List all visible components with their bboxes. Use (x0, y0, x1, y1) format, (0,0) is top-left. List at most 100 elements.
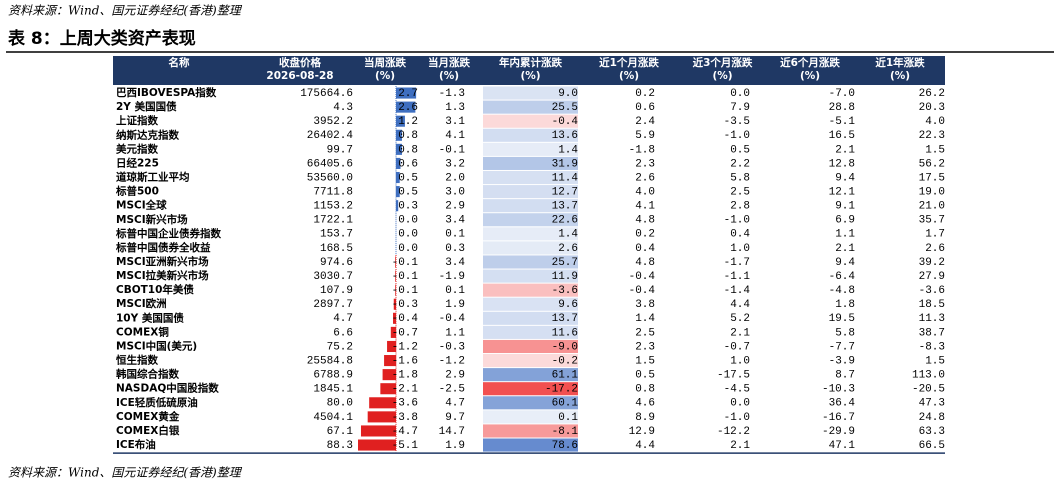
row-name: COMEX白银 (116, 424, 180, 437)
cell-value: 14.7 (439, 426, 465, 438)
cell-value: 99.7 (327, 144, 353, 156)
row-name: COMEX铜 (116, 325, 169, 338)
header-label: 近6个月涨跌 (780, 56, 840, 69)
cell-value: 38.7 (919, 327, 945, 339)
row-name: 恒生指数 (116, 354, 158, 367)
heat-cell (483, 368, 578, 382)
cell-value: 2.6 (925, 243, 945, 255)
row-name: MSCI拉美新兴市场 (116, 269, 209, 282)
cell-value: 26402.4 (307, 130, 354, 142)
cell-value: -1.0 (724, 130, 750, 142)
cell-value: 1845.1 (313, 384, 353, 396)
week-bar (396, 101, 416, 113)
cell-value: 1.4 (635, 313, 655, 325)
cell-value: -16.7 (822, 412, 855, 424)
header-label: (%) (439, 70, 459, 82)
cell-value: 1.4 (558, 229, 578, 241)
cell-value: 3.0 (445, 187, 465, 199)
cell-value: 0.5 (730, 144, 750, 156)
cell-value: 53560.0 (307, 172, 353, 184)
cell-value: 67.1 (327, 426, 354, 438)
cell-value: 12.1 (829, 187, 856, 199)
cell-value: 2897.7 (313, 299, 353, 311)
cell-value: -12.2 (717, 426, 750, 438)
cell-value: 2.0 (445, 172, 465, 184)
cell-value: -4.5 (724, 384, 750, 396)
cell-value: -1.1 (724, 271, 751, 283)
cell-value: -6.4 (829, 271, 856, 283)
cell-value: 4504.1 (313, 412, 353, 424)
cell-value: 5.8 (730, 172, 750, 184)
cell-value: 1.0 (730, 243, 750, 255)
cell-value: -0.1 (439, 144, 466, 156)
heat-cell (483, 142, 578, 156)
cell-value: -0.3 (392, 299, 418, 311)
row-name: 日经225 (116, 156, 159, 169)
heat-cell (483, 185, 578, 199)
cell-value: 19.5 (829, 313, 855, 325)
header-label: 年内累计涨跌 (499, 56, 562, 69)
cell-value: 7711.8 (313, 187, 353, 199)
cell-value: 28.8 (829, 102, 855, 114)
row-name: 10Y 美国国债 (116, 311, 184, 324)
week-bar (390, 326, 396, 338)
cell-value: 2.9 (445, 370, 465, 382)
cell-value: 0.4 (730, 229, 750, 241)
cell-value: -1.4 (724, 285, 751, 297)
cell-value: 5.2 (730, 313, 750, 325)
cell-value: 0.1 (445, 229, 465, 241)
week-bar (380, 383, 396, 395)
cell-value: 11.9 (552, 271, 578, 283)
cell-value: 1.9 (445, 299, 465, 311)
cell-value: 1.2 (398, 116, 418, 128)
cell-value: 4.1 (635, 201, 655, 213)
cell-value: 88.3 (327, 440, 353, 452)
cell-value: 11.6 (552, 327, 578, 339)
cell-value: 107.9 (320, 285, 353, 297)
cell-value: 6.6 (333, 327, 353, 339)
cell-value: -8.3 (919, 341, 945, 353)
heat-cell (483, 354, 578, 368)
cell-value: 3.8 (635, 299, 655, 311)
cell-value: 4.8 (635, 257, 655, 269)
cell-value: -29.9 (822, 426, 855, 438)
cell-value: 11.3 (919, 313, 945, 325)
row-name: 标普500 (115, 185, 159, 198)
header-label: 收盘价格 (279, 56, 321, 69)
cell-value: -1.0 (724, 215, 750, 227)
heat-cell (483, 241, 578, 255)
cell-value: -1.6 (392, 355, 418, 367)
cell-value: 2.6 (398, 102, 418, 114)
cell-value: 9.1 (835, 201, 855, 213)
cell-value: -1.8 (629, 144, 655, 156)
cell-value: -0.1 (392, 271, 419, 283)
cell-value: 1.4 (558, 144, 578, 156)
heat-cell (483, 199, 578, 213)
week-bar (396, 87, 417, 99)
cell-value: 0.3 (398, 201, 418, 213)
week-bar (369, 397, 396, 409)
cell-value: 0.5 (398, 172, 418, 184)
cell-value: 9.0 (558, 88, 578, 100)
cell-value: -4.8 (829, 285, 855, 297)
cell-value: 8.7 (835, 370, 855, 382)
cell-value: 1.5 (925, 144, 945, 156)
cell-value: 12.8 (829, 158, 855, 170)
cell-value: 9.4 (835, 257, 855, 269)
row-name: 巴西IBOVESPA指数 (116, 86, 217, 99)
week-bar (393, 312, 396, 324)
cell-value: 168.5 (320, 243, 353, 255)
cell-value: 21.0 (919, 201, 945, 213)
cell-value: -3.6 (392, 398, 418, 410)
cell-value: -0.7 (724, 341, 750, 353)
row-name: 2Y 美国国债 (116, 100, 177, 113)
row-name: ICE布油 (116, 438, 156, 451)
cell-value: 2.1 (730, 327, 750, 339)
cell-value: 12.9 (629, 426, 655, 438)
row-name: 标普中国企业债券指数 (115, 227, 221, 240)
cell-value: 18.5 (919, 299, 945, 311)
week-bar (396, 200, 399, 212)
cell-value: 63.3 (919, 426, 945, 438)
cell-value: 0.3 (445, 243, 465, 255)
